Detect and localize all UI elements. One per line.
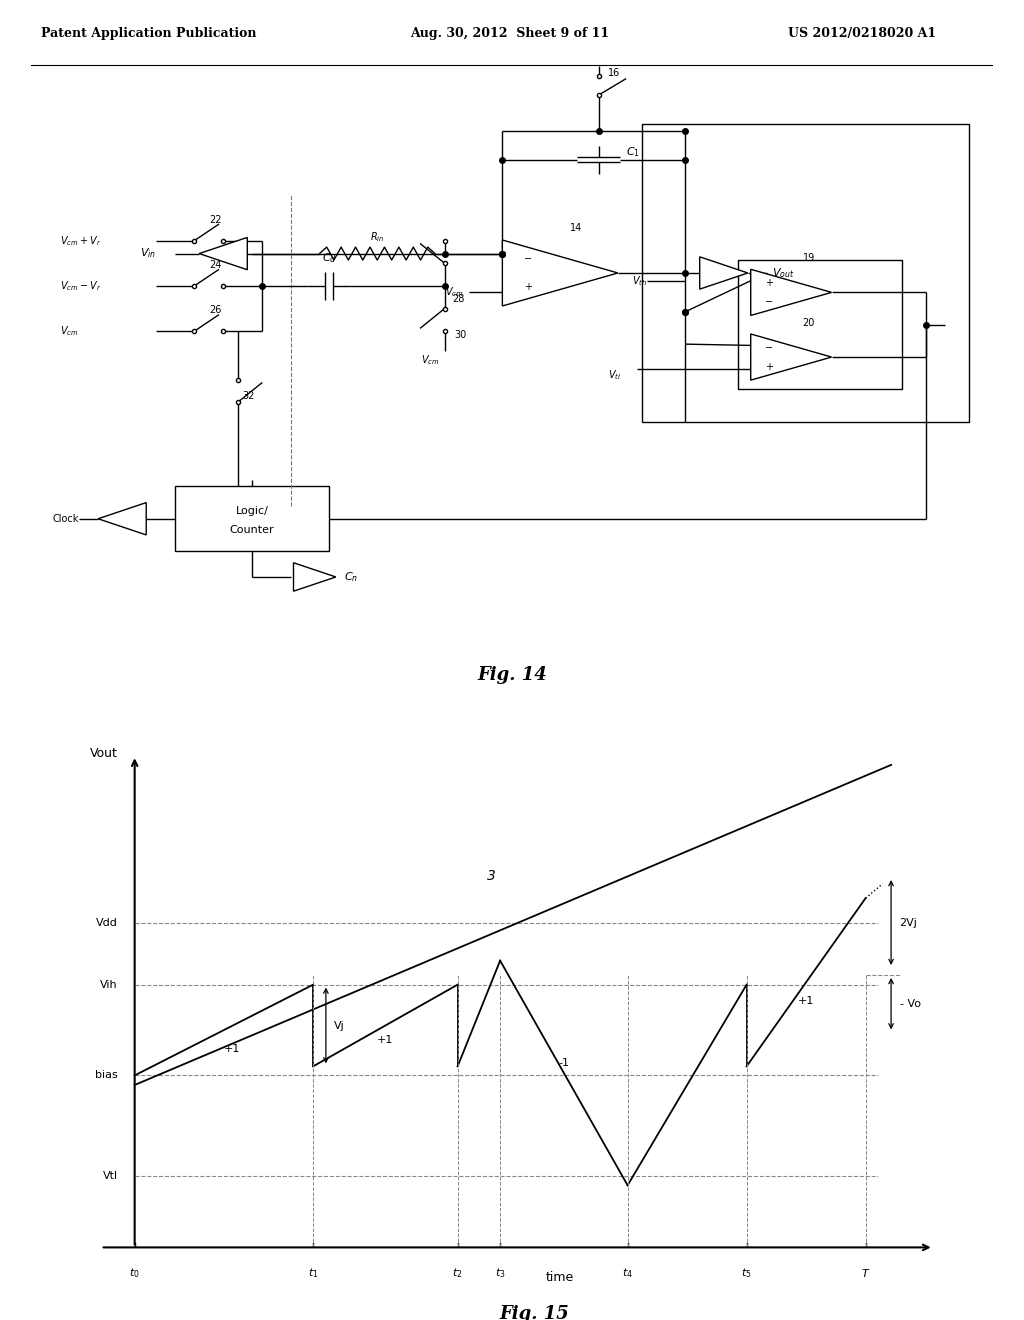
Text: $t_4$: $t_4$ — [623, 1266, 633, 1280]
Text: $C_n$: $C_n$ — [344, 570, 357, 583]
Text: $V_{cm}-V_r$: $V_{cm}-V_r$ — [59, 279, 100, 293]
Text: +: + — [524, 281, 532, 292]
Text: $C_1$: $C_1$ — [626, 145, 640, 158]
Text: +1: +1 — [224, 1044, 241, 1055]
Text: $V_{in}$: $V_{in}$ — [139, 247, 156, 260]
Text: $T$: $T$ — [861, 1266, 870, 1279]
Text: 14: 14 — [569, 223, 582, 232]
Bar — [175, 486, 329, 552]
Text: Vtl: Vtl — [102, 1171, 118, 1181]
Text: $t_1$: $t_1$ — [308, 1266, 318, 1280]
Text: 16: 16 — [608, 67, 621, 78]
Text: +1: +1 — [377, 1035, 393, 1045]
Text: 30: 30 — [455, 330, 467, 339]
Text: Vih: Vih — [100, 979, 118, 990]
Text: +: + — [765, 279, 773, 288]
Text: $t_3$: $t_3$ — [495, 1266, 506, 1280]
Text: Vj: Vj — [335, 1020, 345, 1031]
Text: 32: 32 — [243, 391, 255, 401]
Text: Patent Application Publication: Patent Application Publication — [41, 26, 256, 40]
Text: - Vo: - Vo — [899, 999, 921, 1008]
Text: Fig. 15: Fig. 15 — [500, 1305, 569, 1320]
Text: Vout: Vout — [90, 747, 118, 760]
Text: 24: 24 — [209, 260, 221, 269]
Text: Vdd: Vdd — [96, 917, 118, 928]
Text: Aug. 30, 2012  Sheet 9 of 11: Aug. 30, 2012 Sheet 9 of 11 — [410, 26, 608, 40]
Text: 26: 26 — [209, 305, 221, 315]
Text: -1: -1 — [558, 1059, 569, 1068]
Text: bias: bias — [95, 1071, 118, 1081]
Polygon shape — [199, 238, 248, 269]
Text: $V_{out}$: $V_{out}$ — [772, 267, 795, 280]
Text: $t_5$: $t_5$ — [741, 1266, 752, 1280]
Text: −: − — [765, 297, 773, 306]
Text: time: time — [546, 1271, 573, 1284]
Text: $C_d$: $C_d$ — [322, 251, 337, 265]
Polygon shape — [751, 269, 831, 315]
Text: +: + — [765, 362, 773, 371]
Text: +1: +1 — [798, 997, 814, 1006]
Text: $V_{tl}$: $V_{tl}$ — [608, 368, 622, 381]
Polygon shape — [98, 503, 146, 535]
Text: $V_{th}$: $V_{th}$ — [633, 273, 647, 288]
Text: −: − — [524, 255, 532, 264]
Text: $V_{cm}$: $V_{cm}$ — [445, 285, 464, 300]
Polygon shape — [294, 562, 336, 591]
Text: $R_{in}$: $R_{in}$ — [370, 231, 384, 244]
Text: Logic/: Logic/ — [236, 506, 268, 516]
Text: 2Vj: 2Vj — [899, 917, 918, 928]
Text: $t_2$: $t_2$ — [453, 1266, 463, 1280]
Text: 20: 20 — [803, 318, 815, 327]
Text: Fig. 14: Fig. 14 — [477, 667, 547, 685]
Polygon shape — [699, 257, 748, 289]
Text: 3: 3 — [487, 869, 496, 883]
Text: $V_{cm}+V_r$: $V_{cm}+V_r$ — [59, 234, 100, 248]
Text: 22: 22 — [209, 215, 221, 224]
Polygon shape — [751, 334, 831, 380]
Bar — [738, 260, 902, 389]
Text: 19: 19 — [803, 253, 815, 263]
Bar — [642, 124, 970, 422]
Text: 28: 28 — [453, 294, 465, 304]
Text: $V_{cm}$: $V_{cm}$ — [59, 325, 78, 338]
Polygon shape — [503, 240, 617, 306]
Text: Clock: Clock — [52, 513, 79, 524]
Text: US 2012/0218020 A1: US 2012/0218020 A1 — [788, 26, 937, 40]
Text: $t_0$: $t_0$ — [129, 1266, 140, 1280]
Text: Counter: Counter — [229, 525, 274, 536]
Text: $V_{cm}$: $V_{cm}$ — [421, 354, 439, 367]
Text: −: − — [765, 343, 773, 352]
